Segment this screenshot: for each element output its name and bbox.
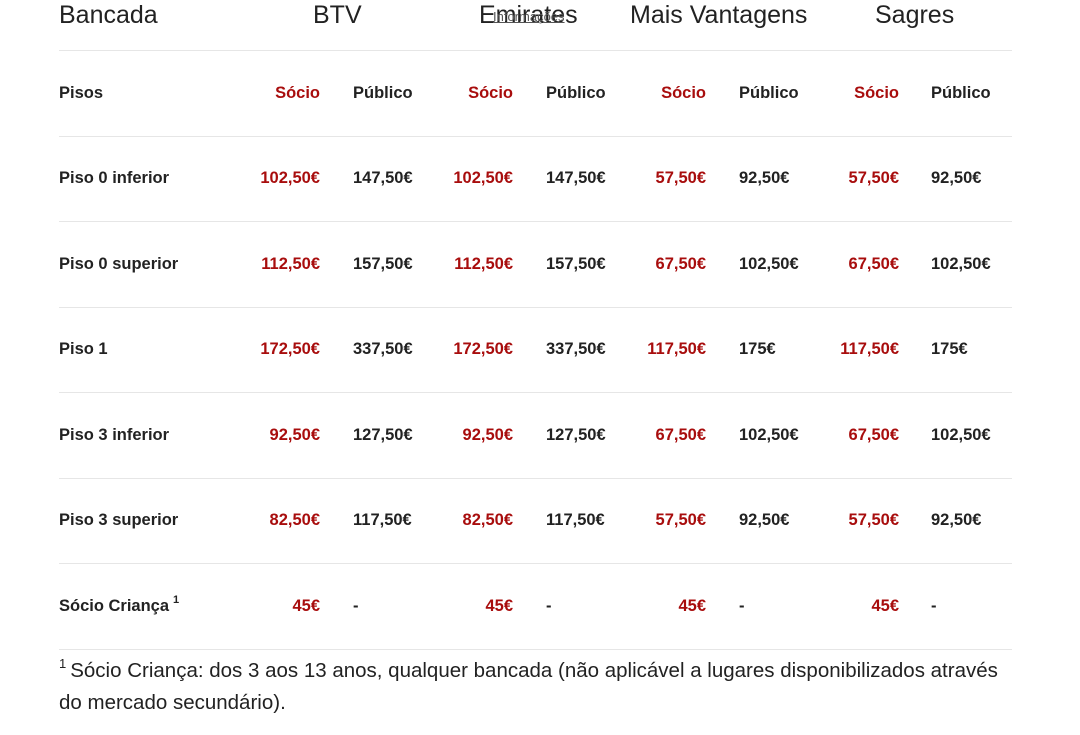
publico-price: 117,50€ [546,511,605,530]
row-label: Piso 3 inferior [59,425,170,444]
publico-price: 117,50€ [353,511,412,530]
publico-price: 175€ [739,340,776,359]
socio-heading: Sócio [854,83,899,102]
socio-heading: Sócio [661,83,706,102]
publico-price: 175€ [931,340,968,359]
publico-price: - [546,596,552,615]
socio-price: 45€ [871,596,899,615]
row-label: Piso 0 superior [59,254,179,273]
publico-price: - [739,596,745,615]
socio-price: 102,50€ [260,169,320,188]
socio-price: 57,50€ [848,511,899,530]
stand-heading-btv: BTV [313,1,362,29]
row-label: Piso 3 superior [59,511,179,530]
publico-price: 92,50€ [931,511,982,530]
table-row: Piso 3 superior 82,50€ 117,50€ 82,50€ 11… [59,479,1012,564]
publico-price: 102,50€ [739,425,799,444]
socio-price: 82,50€ [462,511,513,530]
row-label: Piso 1 [59,340,108,359]
publico-price: 157,50€ [353,254,413,273]
publico-price: - [931,596,937,615]
price-table: Bancada BTV Emirates Mais Vantagens Sagr… [59,0,1012,650]
publico-heading: Público [353,83,413,102]
socio-price: 67,50€ [848,254,899,273]
publico-heading: Público [931,83,991,102]
stand-heading-sagres: Sagres [875,1,955,29]
publico-heading: Público [739,83,799,102]
socio-price: 172,50€ [260,340,320,359]
stand-heading-emirates: Emirates [479,1,578,29]
socio-price: 112,50€ [261,254,320,273]
socio-heading: Sócio [468,83,513,102]
socio-price: 67,50€ [655,254,706,273]
pisos-heading: Pisos [59,83,104,102]
publico-price: 147,50€ [353,169,413,188]
publico-price: - [353,596,359,615]
socio-price: 57,50€ [655,511,706,530]
publico-heading: Público [546,83,606,102]
socio-price: 172,50€ [453,340,513,359]
socio-price: 57,50€ [655,169,706,188]
publico-price: 127,50€ [353,425,413,444]
publico-price: 92,50€ [739,511,790,530]
socio-price: 67,50€ [655,425,706,444]
row-label-socio-crianca: Sócio Criança 1 [59,564,179,649]
socio-price: 45€ [678,596,706,615]
table-row: Sócio Criança 1 45€ - 45€ - 45€ - 45€ - [59,564,1012,650]
table-row: Piso 0 inferior 102,50€ 147,50€ 102,50€ … [59,137,1012,222]
table-row: Piso 0 superior 112,50€ 157,50€ 112,50€ … [59,222,1012,308]
socio-price: 82,50€ [269,511,320,530]
footnote-marker: 1 [173,594,180,607]
publico-price: 127,50€ [546,425,606,444]
publico-price: 147,50€ [546,169,606,188]
socio-price: 92,50€ [269,425,320,444]
publico-price: 337,50€ [546,340,606,359]
publico-price: 337,50€ [353,340,413,359]
socio-price: 92,50€ [462,425,513,444]
socio-price: 117,50€ [840,340,899,359]
socio-price: 102,50€ [453,169,513,188]
socio-price: 67,50€ [848,425,899,444]
publico-price: 102,50€ [931,425,991,444]
socio-price: 112,50€ [454,254,513,273]
publico-price: 92,50€ [739,169,790,188]
row-label: Piso 0 inferior [59,169,170,188]
socio-price: 45€ [292,596,320,615]
publico-price: 102,50€ [931,254,991,273]
table-row: Piso 3 inferior 92,50€ 127,50€ 92,50€ 12… [59,393,1012,479]
publico-price: 157,50€ [546,254,606,273]
table-row: Piso 1 172,50€ 337,50€ 172,50€ 337,50€ 1… [59,308,1012,393]
footnote-text: Sócio Criança: dos 3 aos 13 anos, qualqu… [59,659,998,714]
socio-heading: Sócio [275,83,320,102]
informacoes-link[interactable]: Informações [493,9,565,24]
publico-price: 102,50€ [739,254,799,273]
socio-price: 117,50€ [647,340,706,359]
socio-price: 45€ [485,596,513,615]
row-label: Sócio Criança [59,596,170,615]
table-header-row: Bancada BTV Emirates Mais Vantagens Sagr… [59,0,1012,51]
footnote: 1 Sócio Criança: dos 3 aos 13 anos, qualq… [59,656,999,718]
socio-price: 57,50€ [848,169,899,188]
table-subheader-row: Pisos Sócio Público Sócio Público Sócio … [59,51,1012,137]
footnote-marker: 1 [59,656,67,671]
publico-price: 92,50€ [931,169,982,188]
bancada-heading: Bancada [59,1,158,29]
stand-heading-mais-vantagens: Mais Vantagens [630,1,808,29]
